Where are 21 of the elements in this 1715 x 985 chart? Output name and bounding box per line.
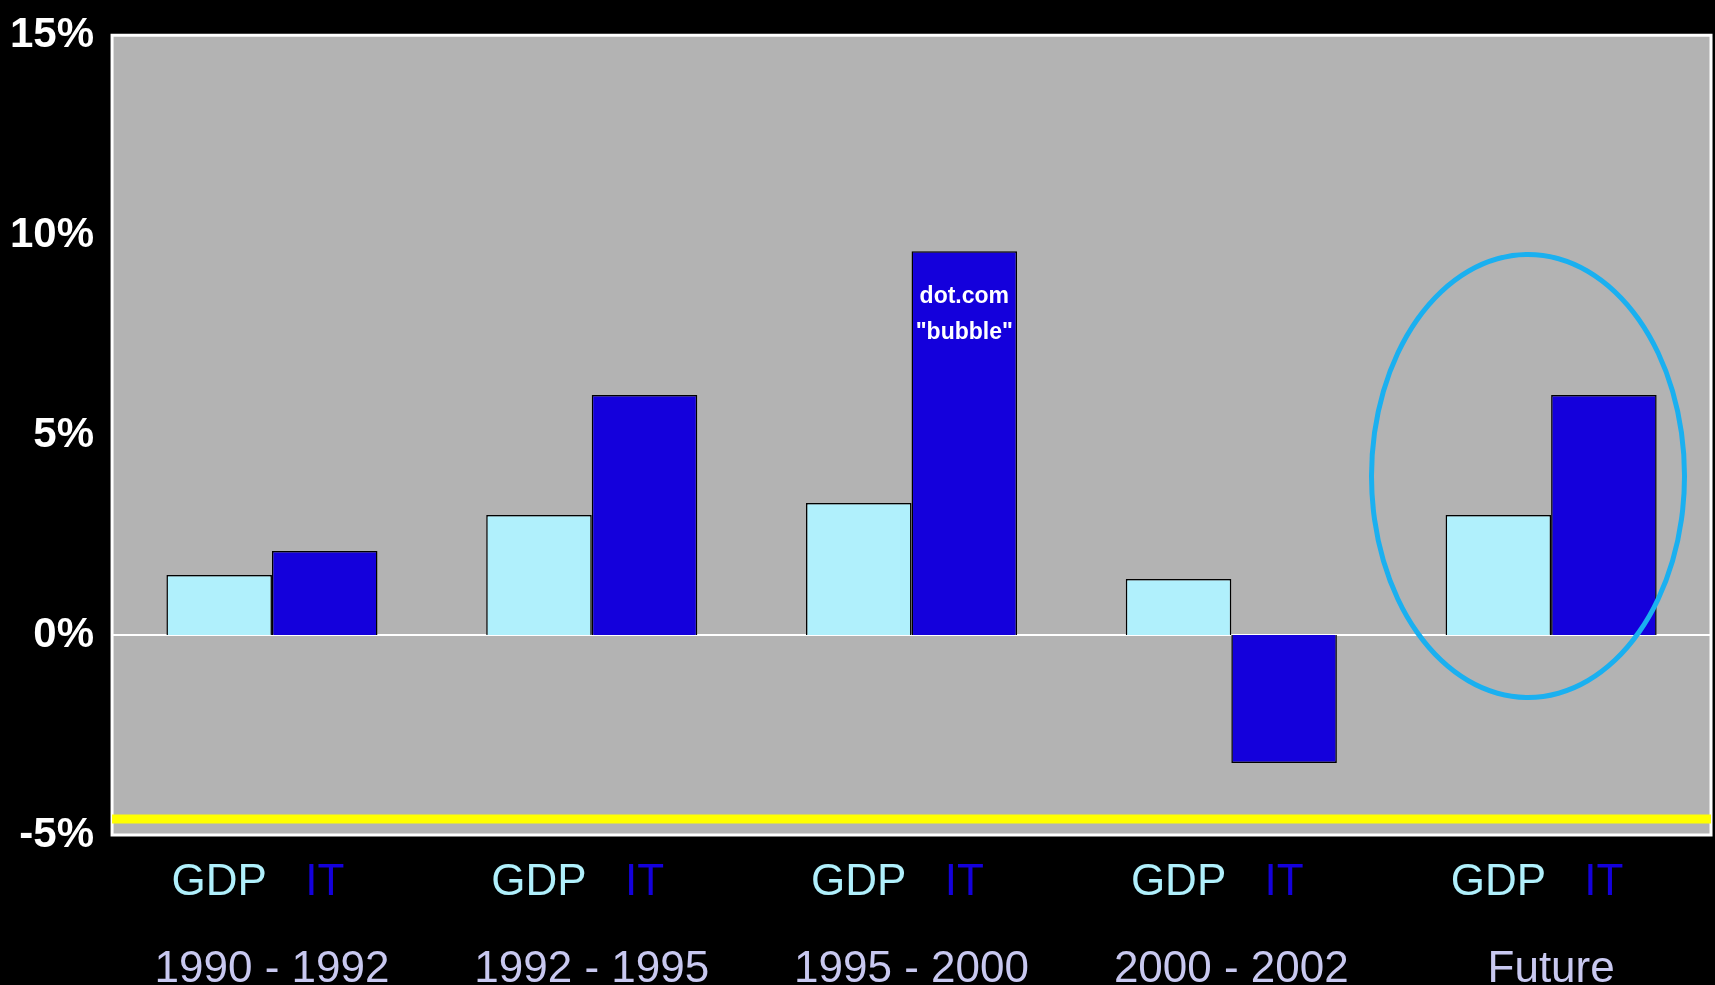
x-tick-label: 1992 - 1995 bbox=[474, 941, 710, 985]
annotation: dot.com "bubble" bbox=[915, 282, 1013, 345]
y-tick-label: 15% bbox=[10, 8, 95, 56]
text: GDP bbox=[171, 855, 267, 905]
y-tick-label: 0% bbox=[33, 608, 95, 656]
text: GDP bbox=[1450, 855, 1547, 905]
text: IT bbox=[1264, 855, 1304, 905]
y-tick-label: 10% bbox=[10, 208, 95, 256]
text: GDP bbox=[811, 855, 907, 905]
x-tick-label: 1995 - 2000 bbox=[794, 941, 1029, 985]
x-tick-label: Future bbox=[1487, 941, 1615, 985]
x-tick-label: 1990 - 1992 bbox=[154, 941, 390, 985]
text: IT bbox=[944, 855, 984, 905]
text: IT bbox=[1584, 855, 1624, 905]
text: IT bbox=[624, 855, 665, 905]
text: IT bbox=[305, 855, 345, 905]
x-tick-label: 2000 - 2002 bbox=[1113, 941, 1349, 985]
y-tick-label: -5% bbox=[19, 808, 95, 856]
y-tick-label: 5% bbox=[33, 408, 95, 456]
text: GDP bbox=[1130, 855, 1227, 905]
text: GDP bbox=[491, 855, 587, 905]
